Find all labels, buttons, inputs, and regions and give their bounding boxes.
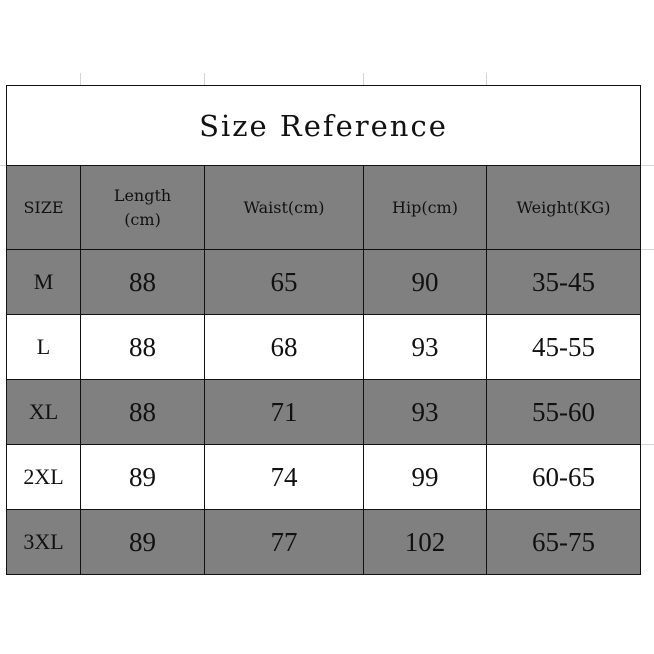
- table-row: L 88 68 93 45-55: [6, 314, 641, 380]
- cell-waist: 71: [204, 379, 364, 445]
- cell-waist: 68: [204, 314, 364, 380]
- table-row: 3XL 89 77 102 65-75: [6, 509, 641, 575]
- table-row: M 88 65 90 35-45: [6, 249, 641, 315]
- table-row: 2XL 89 74 99 60-65: [6, 444, 641, 510]
- sheet-gridline: [0, 165, 6, 166]
- cell-hip: 93: [363, 379, 487, 445]
- cell-weight: 35-45: [486, 249, 641, 315]
- column-header-hip: Hip(cm): [363, 165, 487, 250]
- sheet-gridline: [641, 249, 654, 250]
- cell-length: 88: [80, 249, 205, 315]
- column-header-waist: Waist(cm): [204, 165, 364, 250]
- cell-hip: 102: [363, 509, 487, 575]
- cell-size: L: [6, 314, 81, 380]
- cell-length: 89: [80, 509, 205, 575]
- cell-weight: 65-75: [486, 509, 641, 575]
- column-header-size: SIZE: [6, 165, 81, 250]
- sheet-gridline: [641, 165, 654, 166]
- sheet-gridline: [641, 444, 654, 445]
- cell-hip: 90: [363, 249, 487, 315]
- cell-length: 88: [80, 314, 205, 380]
- column-header-length: Length (cm): [80, 165, 205, 250]
- cell-waist: 65: [204, 249, 364, 315]
- cell-length: 89: [80, 444, 205, 510]
- cell-waist: 77: [204, 509, 364, 575]
- cell-length: 88: [80, 379, 205, 445]
- cell-size: M: [6, 249, 81, 315]
- cell-weight: 45-55: [486, 314, 641, 380]
- cell-size: 3XL: [6, 509, 81, 575]
- cell-hip: 93: [363, 314, 487, 380]
- header-row: SIZE Length (cm) Waist(cm) Hip(cm) Weigh…: [6, 165, 641, 250]
- cell-waist: 74: [204, 444, 364, 510]
- cell-weight: 60-65: [486, 444, 641, 510]
- size-reference-table: Size Reference SIZE Length (cm) Waist(cm…: [6, 85, 641, 575]
- table-row: XL 88 71 93 55-60: [6, 379, 641, 445]
- column-header-weight: Weight(KG): [486, 165, 641, 250]
- sheet-gridline: [80, 73, 81, 85]
- cell-size: XL: [6, 379, 81, 445]
- sheet-gridline: [204, 73, 205, 85]
- cell-weight: 55-60: [486, 379, 641, 445]
- cell-size: 2XL: [6, 444, 81, 510]
- table-title: Size Reference: [6, 85, 641, 166]
- sheet-gridline: [363, 73, 364, 85]
- cell-hip: 99: [363, 444, 487, 510]
- sheet-gridline: [486, 73, 487, 85]
